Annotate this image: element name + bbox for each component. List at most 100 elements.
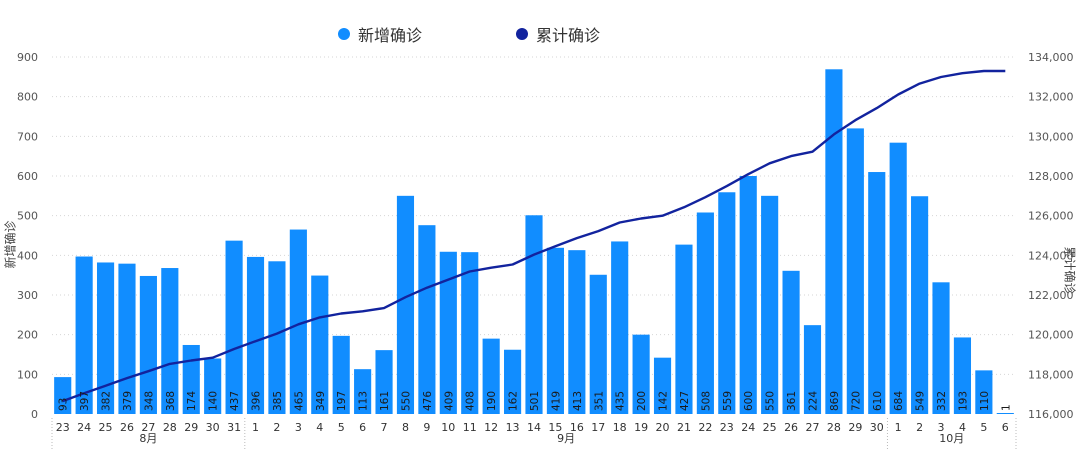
x-tick-label: 23 <box>56 421 70 434</box>
bar-data-label: 174 <box>186 391 198 411</box>
x-tick-label: 10 <box>441 421 455 434</box>
y-left-tick-label: 600 <box>17 170 38 183</box>
x-tick-label: 20 <box>656 421 670 434</box>
bar <box>482 338 500 414</box>
bar-data-label: 190 <box>486 391 498 411</box>
x-tick-label: 21 <box>677 421 691 434</box>
bar-data-label: 368 <box>165 391 177 411</box>
y-right-tick-label: 124,000 <box>1028 249 1074 262</box>
y-right-tick-label: 128,000 <box>1028 170 1074 183</box>
bar <box>611 241 629 414</box>
legend-label-cumulative: 累计确诊 <box>536 26 601 45</box>
bar-data-label: 113 <box>358 391 370 411</box>
bar-data-label: 361 <box>786 391 798 411</box>
x-tick-label: 25 <box>763 421 777 434</box>
bar <box>54 377 72 414</box>
x-tick-label: 4 <box>959 421 966 434</box>
bar-data-label: 332 <box>936 391 948 411</box>
y-left-tick-label: 200 <box>17 329 38 342</box>
x-tick-label: 7 <box>381 421 388 434</box>
x-tick-label: 31 <box>227 421 241 434</box>
y-left-tick-label: 0 <box>31 408 38 421</box>
x-tick-label: 1 <box>252 421 259 434</box>
bar-data-label: 408 <box>465 391 477 411</box>
x-tick-label: 19 <box>634 421 648 434</box>
x-tick-label: 25 <box>99 421 113 434</box>
legend-item-cumulative[interactable]: 累计确诊 <box>516 22 600 46</box>
month-label: 10月 <box>939 432 964 445</box>
x-tick-label: 17 <box>591 421 605 434</box>
y-left-tick-label: 700 <box>17 130 38 143</box>
y-right-tick-label: 120,000 <box>1028 329 1074 342</box>
bar-data-label: 193 <box>957 391 969 411</box>
x-tick-label: 5 <box>980 421 987 434</box>
bar-data-label: 610 <box>872 391 884 411</box>
bar-data-label: 379 <box>122 391 134 411</box>
x-tick-label: 5 <box>338 421 345 434</box>
x-tick-label: 27 <box>141 421 155 434</box>
x-tick-label: 28 <box>163 421 177 434</box>
bar <box>825 69 843 415</box>
x-tick-label: 11 <box>463 421 477 434</box>
bar <box>418 225 436 414</box>
x-tick-label: 18 <box>613 421 627 434</box>
x-tick-label: 23 <box>720 421 734 434</box>
bar-data-label: 200 <box>636 391 648 411</box>
month-label: 8月 <box>139 432 157 445</box>
bar <box>96 262 115 414</box>
bar-data-label: 110 <box>979 391 991 411</box>
bar <box>139 275 157 414</box>
bar-data-label: 385 <box>272 391 284 411</box>
bar <box>996 413 1014 414</box>
x-tick-label: 12 <box>484 421 498 434</box>
bar-data-label: 559 <box>722 391 734 411</box>
bar-data-label: 396 <box>251 391 263 411</box>
bar-data-label: 142 <box>658 391 670 411</box>
y-left-tick-label: 500 <box>17 210 38 223</box>
x-tick-label: 3 <box>938 421 945 434</box>
bar <box>653 357 672 414</box>
bar <box>889 142 907 414</box>
legend-label-new: 新增确诊 <box>358 26 423 45</box>
bar <box>739 176 757 414</box>
bar <box>803 325 822 414</box>
y-right-tick-label: 130,000 <box>1028 130 1074 143</box>
bar-data-label: 600 <box>743 391 755 411</box>
month-label: 9月 <box>557 432 575 445</box>
bar <box>696 212 714 414</box>
bar-data-label: 413 <box>572 391 584 411</box>
bar <box>953 337 972 414</box>
bar-data-label: 550 <box>765 391 777 411</box>
x-tick-label: 29 <box>848 421 862 434</box>
x-tick-label: 29 <box>184 421 198 434</box>
bar <box>782 270 800 414</box>
bar <box>975 370 993 414</box>
bar <box>525 215 543 414</box>
bar-data-label: 93 <box>58 398 70 411</box>
x-tick-label: 2 <box>916 421 923 434</box>
x-tick-label: 16 <box>570 421 584 434</box>
x-tick-label: 24 <box>741 421 755 434</box>
y-left-tick-label: 100 <box>17 368 38 381</box>
bar <box>504 349 522 414</box>
y-right-tick-label: 118,000 <box>1028 368 1074 381</box>
bar <box>246 256 265 414</box>
x-tick-label: 14 <box>527 421 541 434</box>
bar <box>375 350 393 414</box>
bar-data-label: 508 <box>700 391 712 411</box>
bar <box>932 282 950 414</box>
bar-data-label: 224 <box>807 391 819 411</box>
legend-item-new[interactable]: 新增确诊 <box>338 22 422 46</box>
bar-data-label: 869 <box>829 391 841 411</box>
bar-data-label: 140 <box>208 391 220 411</box>
x-tick-label: 27 <box>805 421 819 434</box>
x-tick-label: 28 <box>827 421 841 434</box>
bar <box>268 261 286 414</box>
bar-data-label: 549 <box>915 391 927 411</box>
bar <box>161 268 179 414</box>
bar <box>75 256 93 414</box>
bar <box>461 252 479 414</box>
bar-data-label: 419 <box>550 391 562 411</box>
bar <box>761 195 779 414</box>
